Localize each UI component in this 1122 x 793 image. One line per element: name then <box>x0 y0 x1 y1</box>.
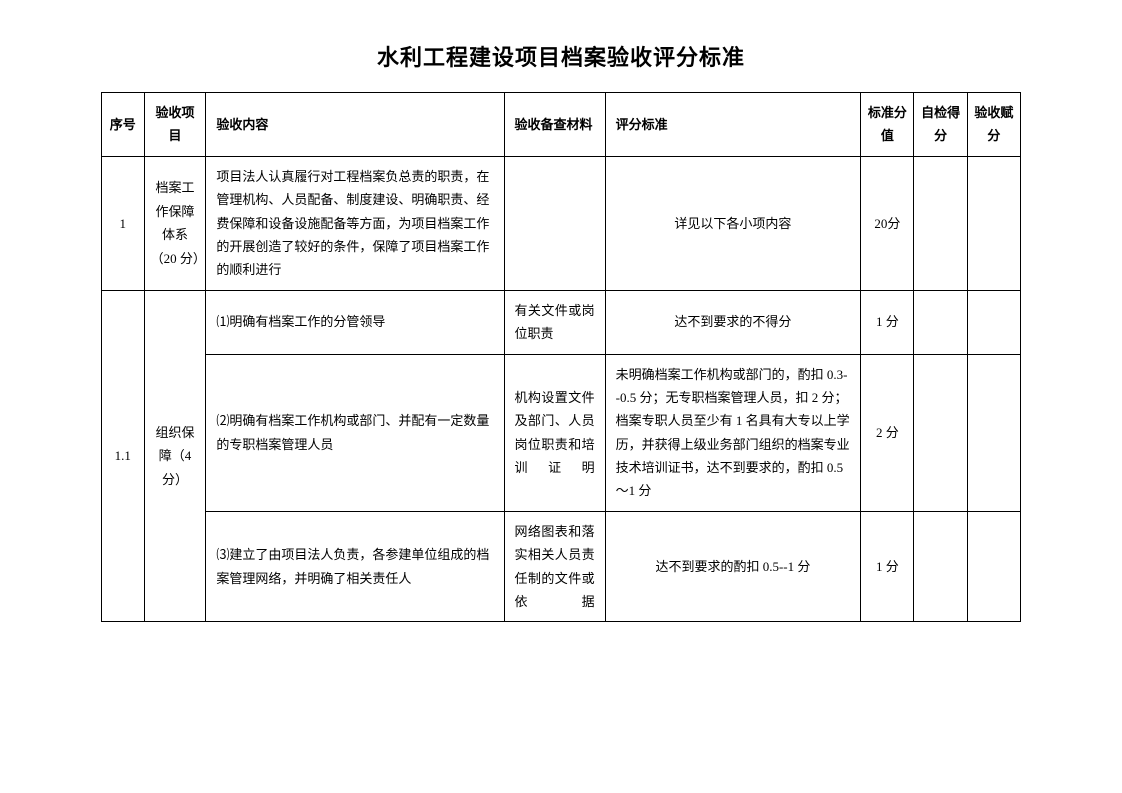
cell-score: 20分 <box>861 156 914 290</box>
header-criteria: 评分标准 <box>605 93 861 157</box>
cell-material: 有关文件或岗位职责 <box>504 290 605 354</box>
cell-accept <box>967 354 1020 511</box>
table-header-row: 序号 验收项目 验收内容 验收备查材料 评分标准 标准分值 自检得分 验收赋分 <box>102 93 1021 157</box>
cell-content: ⑵明确有档案工作机构或部门、并配有一定数量的专职档案管理人员 <box>206 354 504 511</box>
cell-accept <box>967 290 1020 354</box>
header-content: 验收内容 <box>206 93 504 157</box>
cell-score: 2 分 <box>861 354 914 511</box>
cell-material <box>504 156 605 290</box>
cell-self <box>914 290 967 354</box>
cell-self <box>914 156 967 290</box>
cell-item: 档案工作保障体系（20 分） <box>144 156 206 290</box>
cell-material: 网络图表和落实相关人员责任制的文件或依据 <box>504 511 605 622</box>
cell-criteria: 达不到要求的不得分 <box>605 290 861 354</box>
header-score: 标准分值 <box>861 93 914 157</box>
cell-item: 组织保障（4 分） <box>144 290 206 622</box>
cell-score: 1 分 <box>861 290 914 354</box>
cell-self <box>914 511 967 622</box>
cell-content: ⑴明确有档案工作的分管领导 <box>206 290 504 354</box>
cell-self <box>914 354 967 511</box>
header-item: 验收项目 <box>144 93 206 157</box>
cell-accept <box>967 156 1020 290</box>
table-row: 1 档案工作保障体系（20 分） 项目法人认真履行对工程档案负总责的职责，在管理… <box>102 156 1021 290</box>
header-material: 验收备查材料 <box>504 93 605 157</box>
table-row: ⑵明确有档案工作机构或部门、并配有一定数量的专职档案管理人员 机构设置文件及部门… <box>102 354 1021 511</box>
evaluation-table: 序号 验收项目 验收内容 验收备查材料 评分标准 标准分值 自检得分 验收赋分 … <box>101 92 1021 622</box>
cell-criteria: 达不到要求的酌扣 0.5--1 分 <box>605 511 861 622</box>
cell-criteria: 未明确档案工作机构或部门的，酌扣 0.3--0.5 分；无专职档案管理人员，扣 … <box>605 354 861 511</box>
cell-seq: 1 <box>102 156 145 290</box>
page-title: 水利工程建设项目档案验收评分标准 <box>20 40 1102 72</box>
cell-content: 项目法人认真履行对工程档案负总责的职责，在管理机构、人员配备、制度建设、明确职责… <box>206 156 504 290</box>
cell-seq: 1.1 <box>102 290 145 622</box>
table-row: 1.1 组织保障（4 分） ⑴明确有档案工作的分管领导 有关文件或岗位职责 达不… <box>102 290 1021 354</box>
cell-accept <box>967 511 1020 622</box>
header-self: 自检得分 <box>914 93 967 157</box>
table-row: ⑶建立了由项目法人负责，各参建单位组成的档案管理网络，并明确了相关责任人 网络图… <box>102 511 1021 622</box>
cell-score: 1 分 <box>861 511 914 622</box>
cell-content: ⑶建立了由项目法人负责，各参建单位组成的档案管理网络，并明确了相关责任人 <box>206 511 504 622</box>
cell-criteria: 详见以下各小项内容 <box>605 156 861 290</box>
header-accept: 验收赋分 <box>967 93 1020 157</box>
header-seq: 序号 <box>102 93 145 157</box>
cell-material: 机构设置文件及部门、人员岗位职责和培训证明 <box>504 354 605 511</box>
